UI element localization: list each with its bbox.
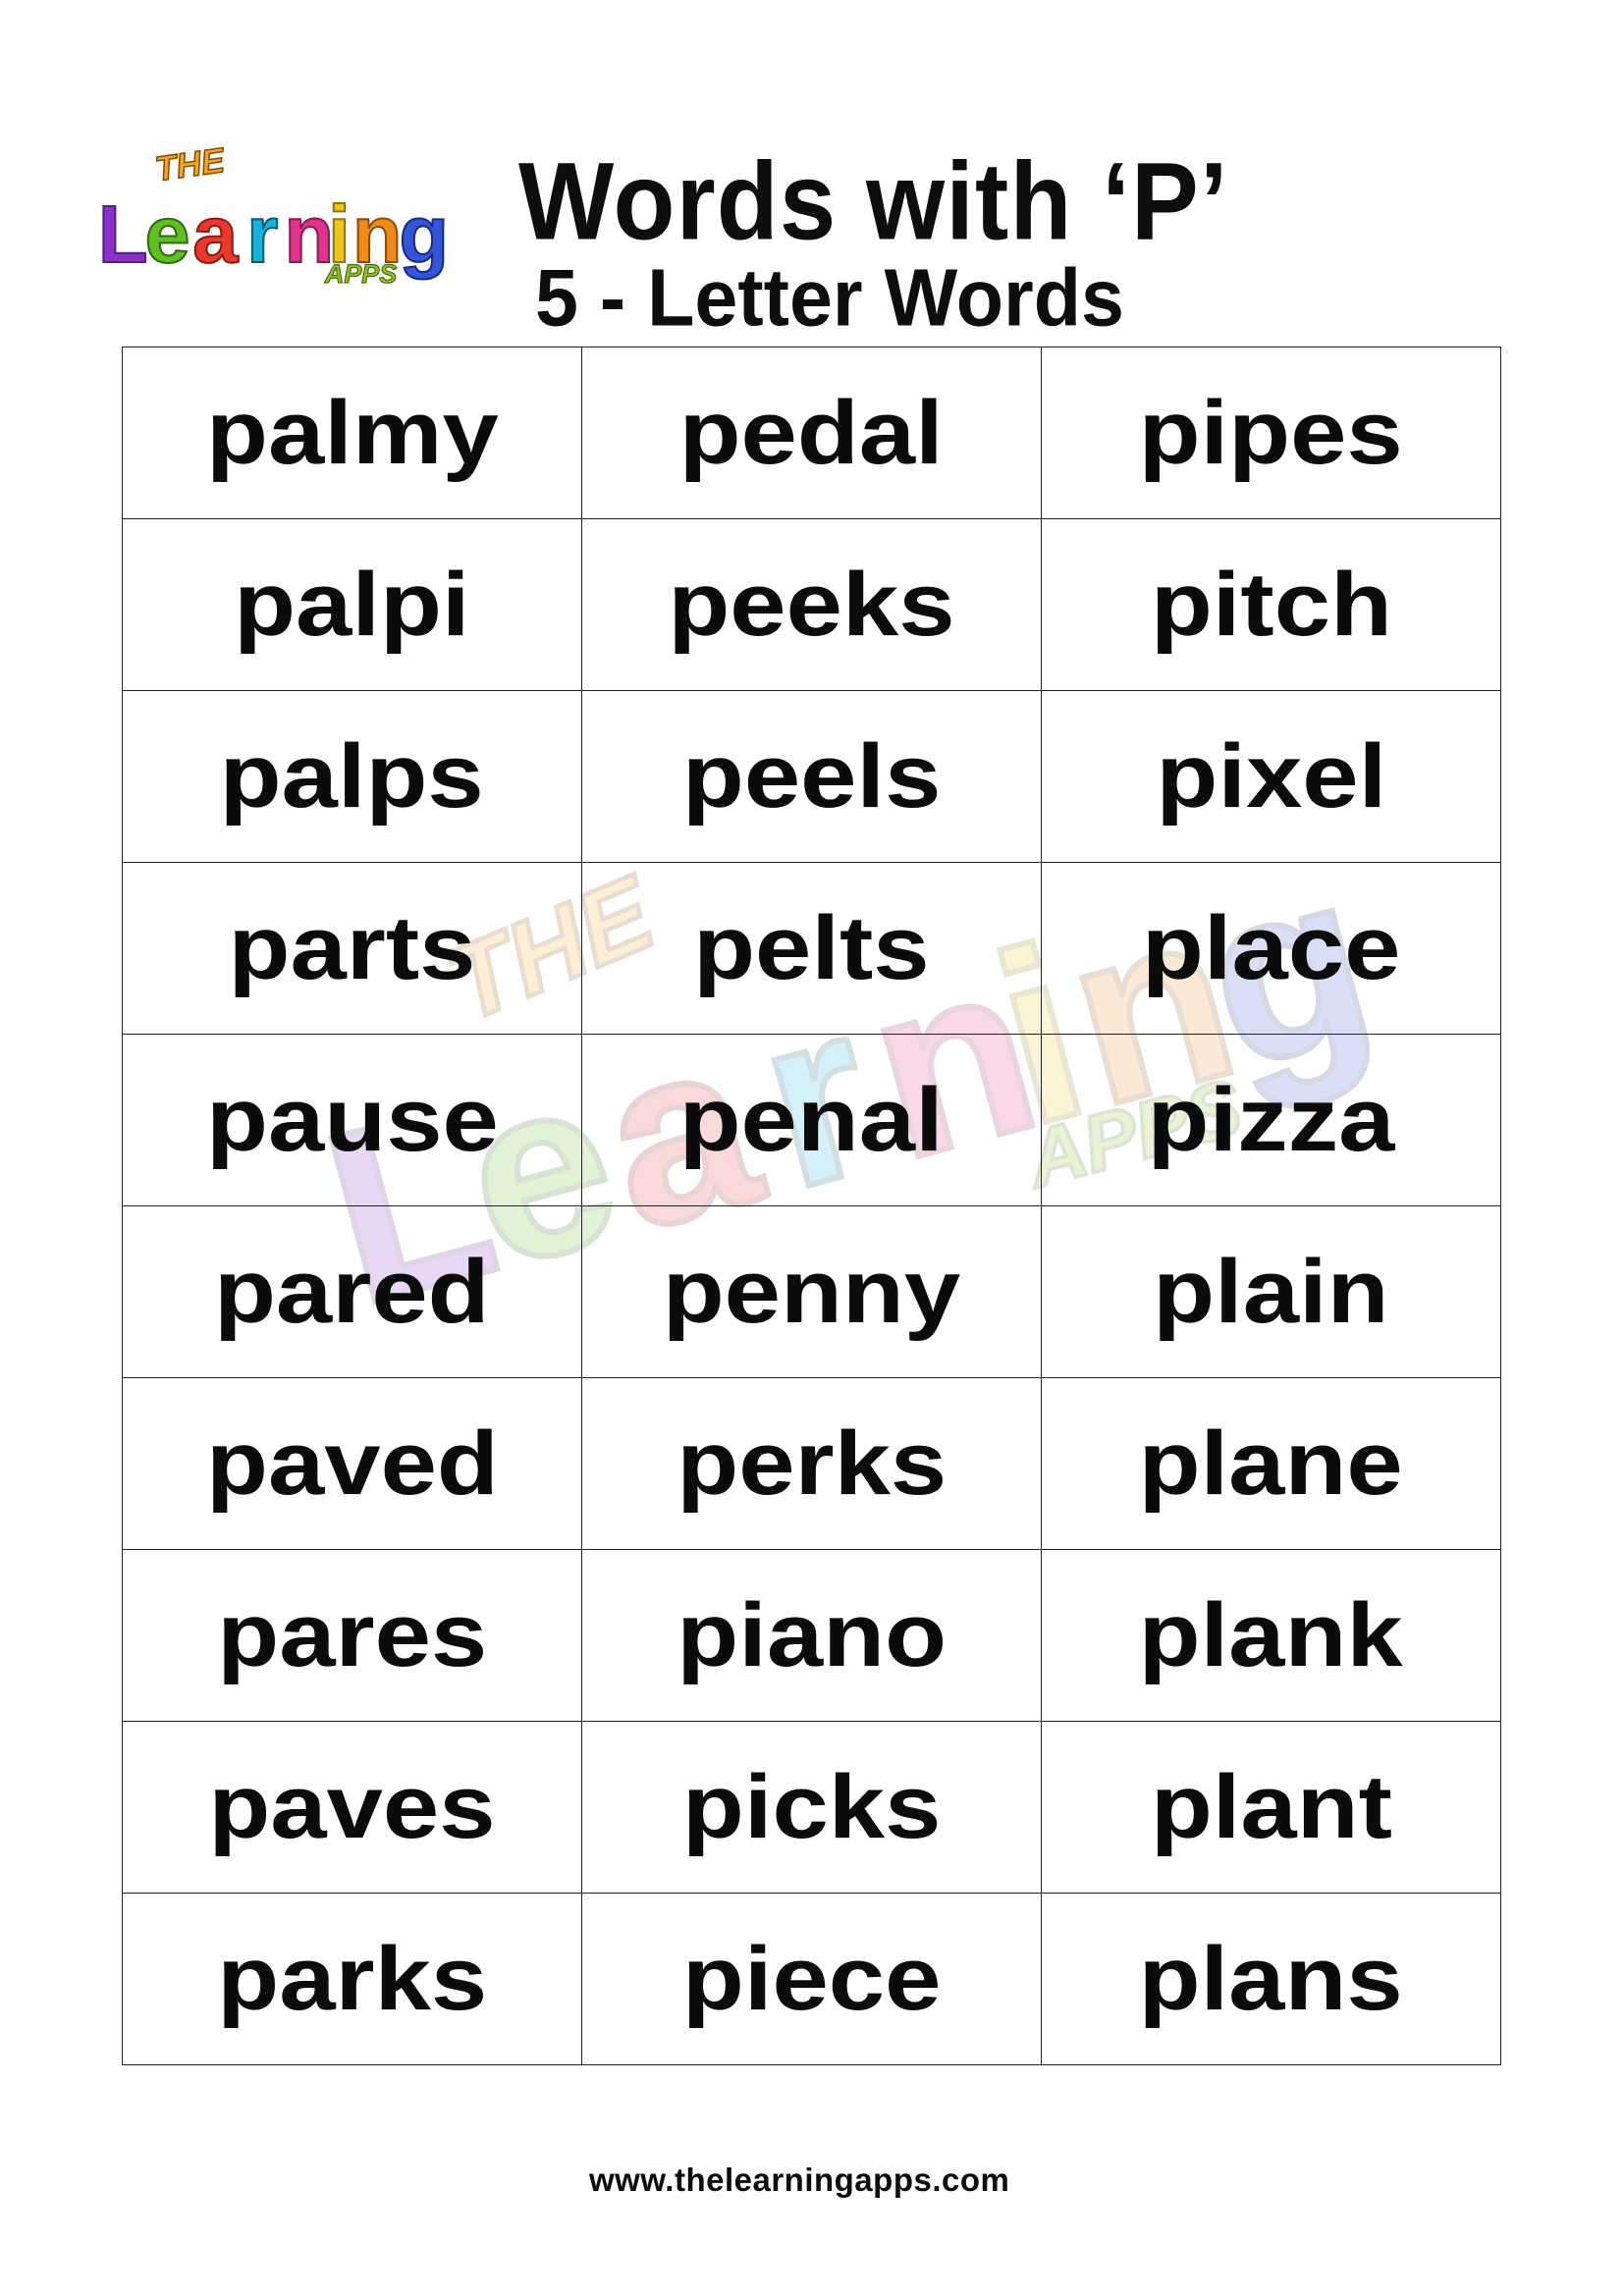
svg-text:L: L: [98, 188, 148, 280]
svg-text:g: g: [400, 188, 450, 280]
svg-text:a: a: [192, 188, 239, 280]
svg-text:APPS: APPS: [324, 259, 397, 285]
svg-text:THE: THE: [153, 142, 229, 188]
svg-text:e: e: [145, 188, 190, 280]
svg-text:r: r: [246, 188, 278, 280]
